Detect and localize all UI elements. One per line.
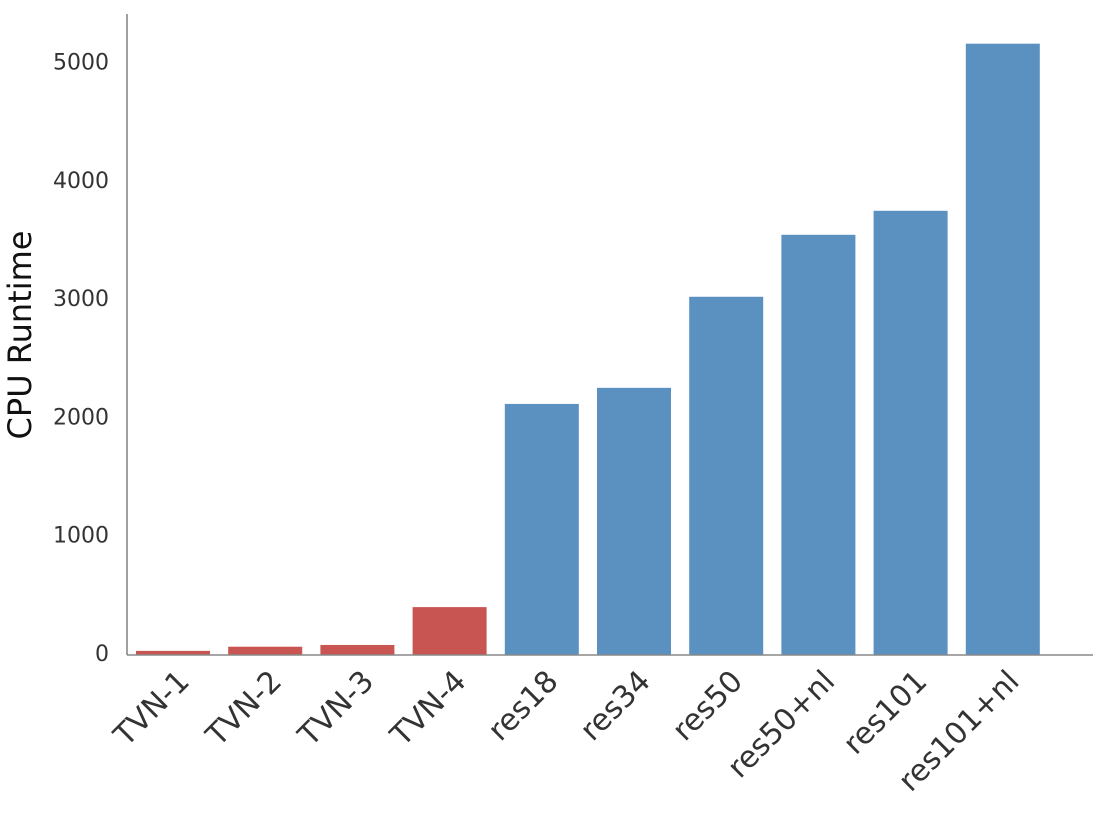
y-axis-label: CPU Runtime — [1, 231, 39, 440]
x-tick-label: res34 — [574, 664, 658, 748]
bar — [689, 296, 764, 655]
y-tick-label: 3000 — [53, 287, 109, 312]
x-tick-label: TVN-1 — [107, 664, 197, 754]
bar — [965, 43, 1040, 655]
bar — [504, 403, 579, 655]
x-tick-label: res50 — [666, 664, 750, 748]
bar — [228, 646, 303, 655]
bar — [597, 387, 671, 655]
bar — [320, 644, 395, 655]
bar — [412, 607, 487, 655]
bar — [873, 210, 948, 655]
y-tick-label: 0 — [95, 642, 109, 667]
x-tick-label: TVN-3 — [291, 664, 381, 754]
bar — [136, 650, 210, 655]
x-tick-label: res18 — [481, 664, 565, 748]
y-tick-label: 4000 — [53, 169, 109, 194]
x-tick-label: TVN-2 — [199, 664, 289, 754]
y-tick-label: 5000 — [53, 51, 109, 76]
y-tick-label: 1000 — [53, 524, 109, 549]
x-tick-label: TVN-4 — [383, 664, 473, 754]
bar — [781, 234, 856, 655]
y-tick-label: 2000 — [53, 405, 109, 430]
